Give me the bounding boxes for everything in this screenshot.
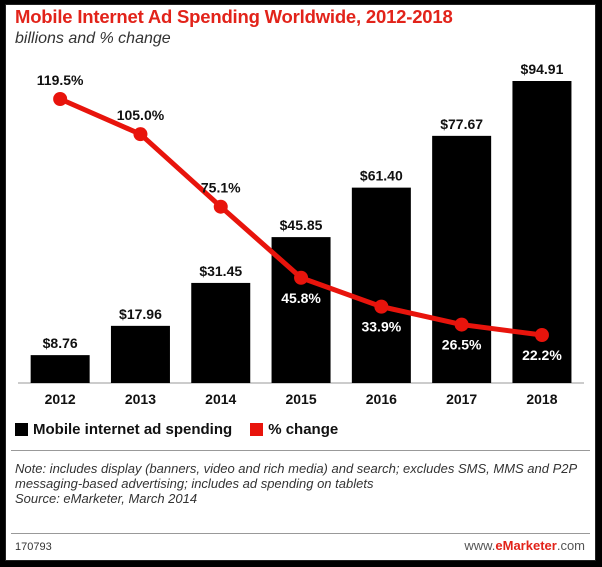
x-tick-2012: 2012 <box>45 391 76 407</box>
legend-swatch-spending <box>15 423 28 436</box>
chart-id: 170793 <box>15 541 52 553</box>
bar-label-2015: $45.85 <box>280 217 323 233</box>
legend-item-spending: Mobile internet ad spending <box>15 421 232 438</box>
change-point-2014 <box>213 199 228 214</box>
change-point-2015 <box>294 270 309 285</box>
bar-label-2014: $31.45 <box>199 263 242 279</box>
bar-2016 <box>351 187 411 383</box>
change-label-2017: 26.5% <box>442 337 482 353</box>
bar-2014 <box>191 282 251 383</box>
change-point-2012 <box>53 92 68 106</box>
chart-subtitle: billions and % change <box>15 30 171 47</box>
change-point-2016 <box>374 299 389 314</box>
change-point-2017 <box>454 317 469 332</box>
divider-bottom <box>11 533 590 534</box>
change-label-2016: 33.9% <box>361 319 401 335</box>
bar-2012 <box>30 355 90 383</box>
source-text: Source: eMarketer, March 2014 <box>15 491 198 506</box>
chart-title: Mobile Internet Ad Spending Worldwide, 2… <box>15 6 453 27</box>
x-tick-2018: 2018 <box>526 391 557 407</box>
note-text: Note: includes display (banners, video a… <box>15 461 577 491</box>
brand-prefix: www. <box>464 538 496 553</box>
bar-label-2016: $61.40 <box>360 168 403 184</box>
chart-plot: $8.76 2012 $17.96 2013 $31.45 2014 $45.85 2015 $… <box>18 61 584 407</box>
x-tick-2014: 2014 <box>205 391 236 407</box>
brand-name: eMarketer <box>495 538 557 553</box>
chart-frame: Mobile Internet Ad Spending Worldwide, 2… <box>5 4 596 561</box>
x-tick-2016: 2016 <box>366 391 397 407</box>
x-tick-2013: 2013 <box>125 391 156 407</box>
legend-swatch-change <box>250 423 264 436</box>
divider-top <box>11 450 590 451</box>
bar-label-2012: $8.76 <box>43 335 78 351</box>
bar-label-2018: $94.91 <box>521 61 564 77</box>
brand-logo: www.eMarketer.com <box>464 538 585 553</box>
legend-label-change: % change <box>268 421 339 438</box>
change-label-2013: 105.0% <box>117 107 165 123</box>
change-label-2012: 119.5% <box>37 72 84 88</box>
change-label-2014: 75.1% <box>201 180 241 196</box>
legend: Mobile internet ad spending % change <box>15 421 356 438</box>
bar-2013 <box>110 325 170 383</box>
x-tick-2017: 2017 <box>446 391 477 407</box>
chart-note: Note: includes display (banners, video a… <box>15 461 585 506</box>
change-label-2018: 22.2% <box>522 347 562 363</box>
brand-suffix: .com <box>556 538 585 553</box>
change-point-2013 <box>133 127 148 142</box>
legend-label-spending: Mobile internet ad spending <box>33 421 233 438</box>
x-tick-2015: 2015 <box>285 391 316 407</box>
bar-label-2013: $17.96 <box>119 306 162 322</box>
bar-2017 <box>432 135 492 383</box>
change-point-2018 <box>534 328 549 342</box>
change-label-2015: 45.8% <box>281 290 321 306</box>
bar-label-2017: $77.67 <box>440 116 483 132</box>
legend-item-change: % change <box>250 421 338 438</box>
